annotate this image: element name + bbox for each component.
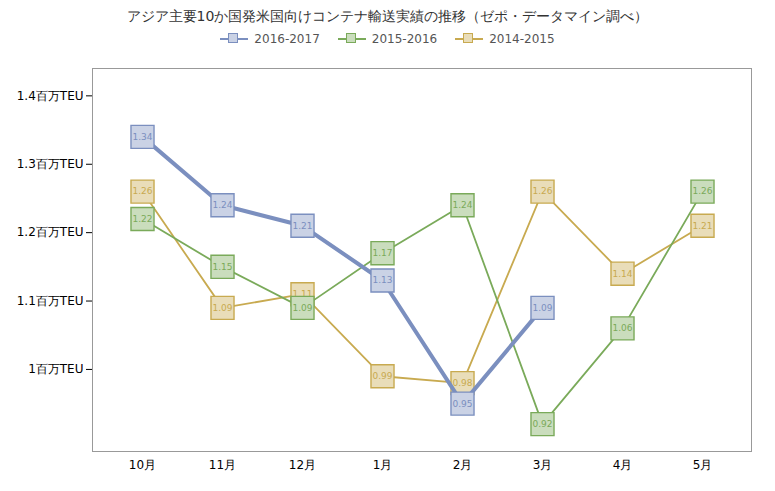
svg-text:10月: 10月 xyxy=(129,458,156,472)
html-text:2014-2015: 2014-2015 xyxy=(489,32,555,46)
svg-text:1.26: 1.26 xyxy=(132,186,152,196)
svg-text:1百万TEU: 1百万TEU xyxy=(28,362,83,376)
svg-text:1.1百万TEU: 1.1百万TEU xyxy=(17,294,84,308)
svg-text:1.24: 1.24 xyxy=(452,200,472,210)
svg-text:12月: 12月 xyxy=(289,458,316,472)
svg-text:2月: 2月 xyxy=(453,458,473,472)
svg-text:1.06: 1.06 xyxy=(612,323,632,333)
svg-text:3月: 3月 xyxy=(533,458,553,472)
svg-text:1.17: 1.17 xyxy=(372,248,392,258)
svg-text:1.34: 1.34 xyxy=(132,132,152,142)
svg-text:0.99: 0.99 xyxy=(372,371,392,381)
svg-text:1.09: 1.09 xyxy=(532,303,552,313)
svg-text:1.13: 1.13 xyxy=(372,275,392,285)
svg-text:0.92: 0.92 xyxy=(532,419,552,429)
svg-text:1.14: 1.14 xyxy=(612,269,632,279)
svg-text:0.95: 0.95 xyxy=(452,399,472,409)
svg-text:1.26: 1.26 xyxy=(532,186,552,196)
svg-text:1.26: 1.26 xyxy=(692,186,712,196)
svg-text:0.98: 0.98 xyxy=(452,378,472,388)
svg-text:1.11: 1.11 xyxy=(292,289,313,300)
svg-text:1.15: 1.15 xyxy=(212,262,232,272)
html-text:2016-2017: 2016-2017 xyxy=(254,32,320,46)
html-text:アジア主要10か国発米国向けコンテナ輸送実績の推移（ゼポ・デ: アジア主要10か国発米国向けコンテナ輸送実績の推移（ゼポ・データマイン調べ） xyxy=(126,8,649,24)
svg-text:5月: 5月 xyxy=(693,458,713,472)
svg-text:1.2百万TEU: 1.2百万TEU xyxy=(17,225,84,239)
svg-text:1.21: 1.21 xyxy=(692,221,712,231)
svg-text:1.22: 1.22 xyxy=(132,214,152,224)
svg-text:1.24: 1.24 xyxy=(212,200,232,210)
svg-text:1.09: 1.09 xyxy=(292,303,312,313)
svg-text:1月: 1月 xyxy=(373,458,393,472)
svg-text:11月: 11月 xyxy=(209,458,236,472)
svg-text:1.09: 1.09 xyxy=(212,303,232,313)
html-text:2015-2016: 2015-2016 xyxy=(371,32,438,46)
svg-text:1.21: 1.21 xyxy=(292,221,312,231)
svg-text:1.3百万TEU: 1.3百万TEU xyxy=(17,157,84,171)
svg-text:1.4百万TEU: 1.4百万TEU xyxy=(17,89,84,103)
svg-text:4月: 4月 xyxy=(613,458,633,472)
